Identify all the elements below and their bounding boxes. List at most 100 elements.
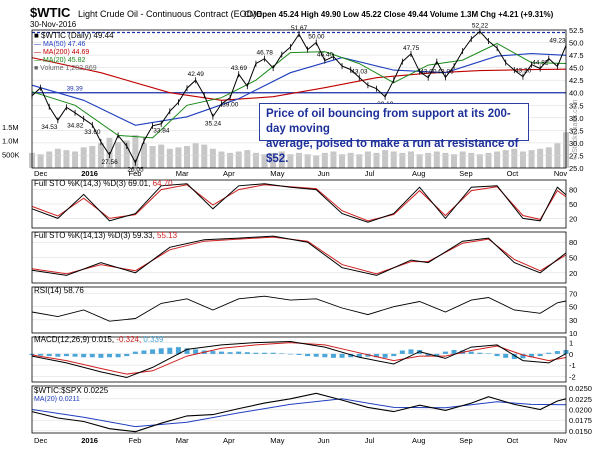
- month-label: Nov: [554, 436, 568, 445]
- macd-histogram-bar: [425, 353, 431, 357]
- macd-histogram-bar: [55, 353, 61, 357]
- macd-histogram-bar: [63, 353, 69, 357]
- volume-bar: [158, 144, 165, 168]
- ratio-tick-label: 0.0150: [569, 427, 592, 436]
- macd-tick-label: 0: [569, 350, 573, 359]
- volume-bar: [261, 154, 268, 168]
- price-tick-label: 52.5: [569, 26, 584, 35]
- macd-histogram-bar: [391, 353, 397, 357]
- macd-histogram-bar: [107, 353, 113, 358]
- price-tick-label: 35.0: [569, 114, 584, 123]
- price-tick-label: 40.0: [569, 89, 584, 98]
- volume-bar: [537, 148, 544, 168]
- price-annotation-label: 46.78: [257, 50, 274, 57]
- macd-histogram-bar: [382, 353, 388, 358]
- month-label: May: [270, 169, 284, 178]
- sto2-tick-label: 50: [569, 254, 577, 263]
- volume-bar: [149, 146, 156, 168]
- macd-histogram-bar: [296, 353, 302, 355]
- month-label: Jul: [365, 169, 375, 178]
- volume-bar: [425, 152, 432, 168]
- volume-bar: [330, 151, 337, 168]
- macd-histogram-bar: [468, 351, 474, 354]
- price-annotation-label: 47.75: [403, 45, 420, 52]
- macd-histogram-bar: [485, 353, 491, 354]
- volume-bar: [459, 151, 466, 168]
- macd-histogram-bar: [287, 353, 293, 355]
- support-label: 39.39: [66, 86, 83, 93]
- macd-histogram-bar: [339, 353, 345, 358]
- ratio-ma-label: MA(20) 0.0211: [34, 396, 80, 403]
- chart-symbol: $WTIC: [30, 5, 71, 20]
- macd-histogram-bar: [494, 353, 500, 357]
- volume-bar: [270, 152, 277, 168]
- macd-histogram-bar: [356, 353, 362, 358]
- volume-bar: [356, 154, 363, 168]
- macd-histogram-bar: [236, 351, 242, 354]
- volume-bar: [416, 154, 423, 168]
- macd-histogram-bar: [399, 350, 405, 354]
- ratio-tick-label: 0.0175: [569, 416, 592, 425]
- volume-bar: [313, 155, 320, 168]
- ratio-tick-label: 0.0200: [569, 406, 592, 415]
- indicator-labels: Full STO %K(14,3) %D(3) 69.01, 64.70 Ful…: [34, 179, 178, 403]
- sto2-tick-label: 20: [569, 269, 577, 278]
- volume-bar: [442, 152, 449, 168]
- rsi-tick-label: 50: [569, 303, 577, 312]
- macd-histogram-bar: [365, 353, 371, 357]
- price-tick-label: 50.0: [569, 39, 584, 48]
- macd-histogram-bar: [503, 353, 509, 358]
- macd-histogram-bar: [38, 353, 44, 356]
- macd-histogram-bar: [132, 351, 138, 354]
- volume-bar: [519, 151, 526, 168]
- month-label: Mar: [176, 436, 189, 445]
- volume-bar: [278, 151, 285, 168]
- price-annotation-label: 35.24: [205, 121, 222, 128]
- price-annotation-label: 27.56: [102, 159, 119, 166]
- macd-tick-label: -2: [569, 372, 576, 381]
- annotation-line-1: Price of oil bouncing from support at it…: [266, 108, 511, 135]
- month-label: Jun: [318, 436, 330, 445]
- macd-histogram-bar: [253, 352, 259, 354]
- month-label: Feb: [129, 169, 142, 178]
- volume-bar: [218, 151, 225, 168]
- volume-bar: [46, 151, 53, 168]
- sto1-panel: 80 50 20: [31, 179, 577, 229]
- volume-bar: [502, 150, 509, 168]
- volume-tick-label: 1.5M: [2, 123, 19, 132]
- rsi-tick-label: 70: [569, 290, 577, 299]
- price-annotation-label: 52.22: [472, 22, 489, 29]
- month-label: Oct: [507, 436, 520, 445]
- volume-bar: [433, 151, 440, 168]
- macd-histogram-bar: [511, 353, 517, 359]
- macd-histogram-bar: [184, 348, 190, 354]
- macd-histogram-bar: [322, 353, 328, 358]
- month-label: Sep: [459, 436, 472, 445]
- rsi-border: [31, 286, 567, 334]
- volume-bar: [184, 146, 191, 168]
- macd-histogram-bar: [270, 352, 276, 354]
- macd-value3: 0.339: [143, 335, 164, 344]
- volume-tick-label: 1.0M: [2, 137, 19, 146]
- macd-histogram-bar: [141, 350, 147, 354]
- price-border: [31, 29, 567, 169]
- volume-bar: [511, 148, 518, 168]
- macd-histogram-bar: [537, 353, 543, 357]
- price-annotation-label: 43.06: [437, 68, 454, 75]
- macd-histogram-bar: [348, 353, 354, 358]
- price-annotation-label: 43.20: [515, 68, 532, 75]
- volume-bar: [287, 154, 294, 168]
- macd-histogram-bar: [193, 349, 199, 354]
- macd-histogram-bar: [305, 353, 311, 357]
- price-annotation-label: 51.67: [291, 25, 308, 32]
- chart-description: Light Crude Oil - Continuous Contract (E…: [78, 9, 256, 19]
- macd-histogram-bar: [520, 353, 526, 359]
- month-label: 2016: [81, 169, 98, 178]
- macd-histogram-bar: [434, 353, 440, 357]
- ratio-tick-label: 0.0250: [569, 384, 592, 393]
- price-annotation-label: 39.00: [222, 102, 239, 109]
- rsi-line: [31, 295, 567, 322]
- price-annotation-label: 34.82: [67, 123, 84, 130]
- ratio-line: [31, 392, 567, 433]
- month-label: Aug: [412, 436, 425, 445]
